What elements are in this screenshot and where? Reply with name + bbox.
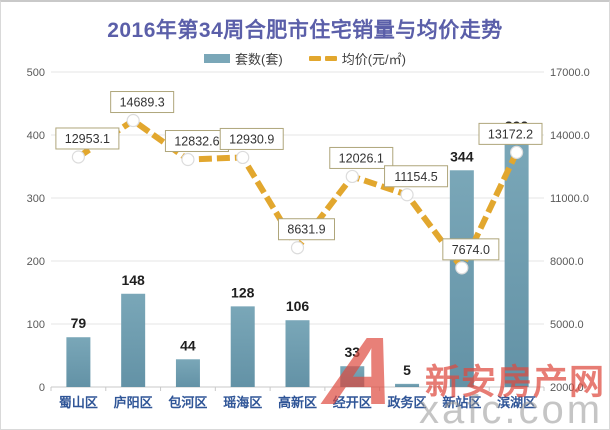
svg-text:300: 300 [27, 193, 45, 205]
svg-text:政务区: 政务区 [388, 395, 427, 410]
svg-text:滨湖区: 滨湖区 [497, 395, 536, 410]
price-labels: 12953.1 14689.3 12832.6 12930.9 8631.9 12026.… [55, 91, 543, 261]
svg-text:17000.0: 17000.0 [550, 67, 590, 79]
bar-经开区 [340, 366, 365, 387]
svg-text:12832.6: 12832.6 [174, 135, 219, 149]
svg-text:500: 500 [27, 67, 45, 79]
legend-item-units[interactable]: 套数(套) [204, 49, 283, 68]
bar-新站区 [449, 170, 474, 387]
svg-text:200: 200 [27, 256, 45, 268]
svg-text:5: 5 [403, 362, 411, 378]
bar-庐阳区 [121, 293, 146, 387]
svg-text:8000.0: 8000.0 [550, 256, 584, 268]
svg-text:128: 128 [231, 284, 255, 300]
category-labels: 蜀山区 庐阳区 包河区 瑶海区 高新区 经开区 政务区 新站区 滨湖区 [59, 395, 536, 410]
svg-text:新站区: 新站区 [442, 395, 481, 410]
svg-text:100: 100 [27, 319, 45, 331]
svg-text:148: 148 [121, 272, 145, 288]
line-markers [71, 113, 524, 275]
svg-text:11154.5: 11154.5 [394, 170, 437, 184]
svg-text:344: 344 [450, 148, 474, 164]
left-axis-labels: 0 100 200 300 400 500 [27, 67, 45, 394]
legend-item-price[interactable]: 均价(元/㎡) [308, 49, 406, 68]
bar-高新区 [285, 320, 310, 387]
bar-蜀山区 [66, 337, 91, 387]
bars-series [66, 140, 529, 387]
svg-text:8631.9: 8631.9 [287, 223, 325, 237]
bar-包河区 [175, 359, 200, 387]
svg-text:79: 79 [71, 315, 87, 331]
svg-text:7674.0: 7674.0 [452, 243, 490, 257]
bar-滨湖区 [504, 140, 529, 387]
svg-text:14000.0: 14000.0 [550, 130, 590, 142]
svg-text:11000.0: 11000.0 [550, 193, 589, 205]
svg-text:14689.3: 14689.3 [120, 96, 165, 110]
svg-text:12930.9: 12930.9 [229, 132, 274, 146]
svg-text:13172.2: 13172.2 [488, 127, 533, 141]
svg-text:瑶海区: 瑶海区 [223, 395, 262, 410]
svg-text:高新区: 高新区 [278, 395, 317, 410]
svg-text:包河区: 包河区 [168, 395, 207, 410]
svg-text:经开区: 经开区 [333, 395, 372, 410]
svg-text:蜀山区: 蜀山区 [59, 395, 98, 410]
bar-政务区 [395, 383, 420, 387]
svg-text:5000.0: 5000.0 [550, 319, 584, 331]
svg-text:12026.1: 12026.1 [339, 151, 384, 165]
line-series-swatch-icon [308, 56, 337, 61]
legend-label-price: 均价(元/㎡) [341, 52, 406, 67]
svg-text:400: 400 [27, 130, 45, 142]
svg-text:106: 106 [286, 298, 310, 314]
legend-label-units: 套数(套) [235, 52, 283, 67]
bar-瑶海区 [230, 306, 255, 387]
legend: 套数(套) 均价(元/㎡) [1, 49, 609, 68]
svg-text:庐阳区: 庐阳区 [114, 395, 153, 410]
svg-text:33: 33 [344, 344, 360, 360]
svg-text:0: 0 [39, 382, 45, 394]
right-axis-labels: 2000.0 5000.0 8000.0 11000.0 14000.0 17000.0 [550, 67, 590, 394]
svg-text:2000.0: 2000.0 [550, 382, 584, 394]
chart-title: 2016年第34周合肥市住宅销量与均价走势 [107, 19, 503, 42]
svg-text:12953.1: 12953.1 [65, 132, 110, 146]
svg-text:44: 44 [180, 337, 196, 353]
bar-series-swatch-icon [204, 54, 231, 63]
